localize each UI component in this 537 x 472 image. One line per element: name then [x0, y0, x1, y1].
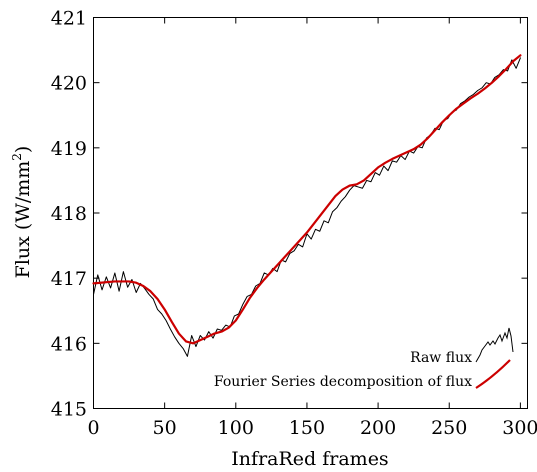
series-layer	[92, 54, 522, 357]
tick-labels: 0 50 100 150 200 250 300 415 416 417 418 419 420 421	[51, 8, 537, 440]
y-axis-label-superscript: 2	[10, 153, 24, 161]
y-axis-label-main: Flux (W/mm	[12, 161, 34, 279]
y-tick-label-417: 417	[51, 268, 87, 290]
legend-line-fourier	[475, 359, 511, 389]
x-axis-label: InfraRed frames	[231, 448, 388, 470]
x-tick-label-150: 150	[289, 417, 325, 439]
x-tick-label-100: 100	[218, 417, 254, 439]
x-tick-label-250: 250	[431, 417, 467, 439]
y-tick-label-421: 421	[51, 8, 87, 30]
y-tick-label-419: 419	[51, 138, 87, 160]
y-axis-label-suffix: )	[12, 146, 34, 153]
x-tick-label-50: 50	[153, 417, 177, 439]
axis-ticks	[93, 17, 528, 409]
y-tick-label-418: 418	[51, 203, 87, 225]
legend-line-raw-flux	[475, 327, 514, 363]
legend-label-fourier: Fourier Series decomposition of flux	[214, 374, 472, 390]
y-tick-label-420: 420	[51, 73, 87, 95]
x-tick-label-200: 200	[360, 417, 396, 439]
x-tick-label-300: 300	[502, 417, 537, 439]
y-tick-label-415: 415	[51, 399, 87, 421]
series-fourier-fit-line	[92, 54, 522, 345]
legend: Raw flux Fourier Series decomposition of…	[214, 327, 514, 390]
y-axis-label: Flux (W/mm2)	[10, 146, 34, 279]
series-raw-flux-line	[93, 57, 521, 357]
legend-label-raw-flux: Raw flux	[410, 350, 472, 366]
x-tick-label-0: 0	[87, 417, 99, 439]
y-tick-label-416: 416	[51, 333, 87, 355]
